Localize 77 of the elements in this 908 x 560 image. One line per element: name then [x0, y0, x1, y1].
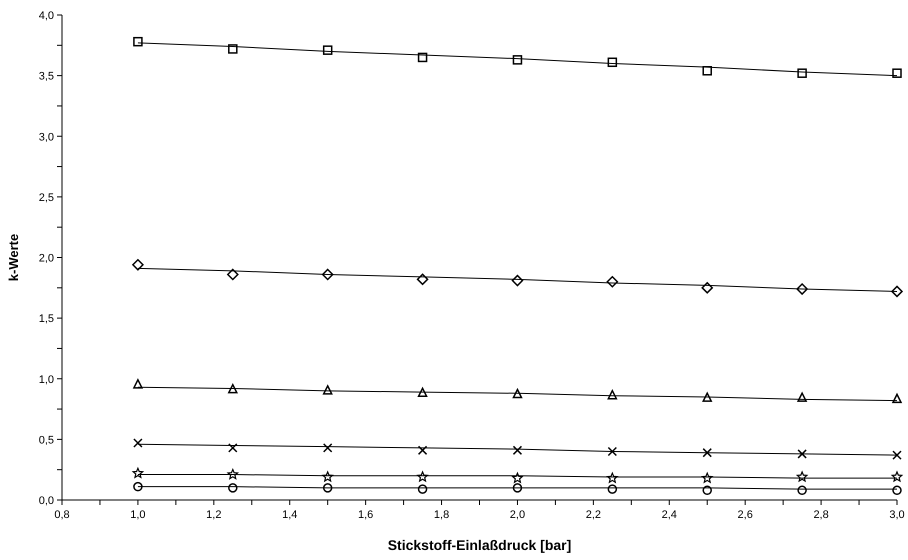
- x-tick-label: 1,8: [434, 509, 450, 521]
- y-tick-label: 3,5: [38, 70, 54, 83]
- point: [892, 68, 902, 78]
- y-tick-label: 0,0: [38, 495, 54, 507]
- point: [702, 392, 712, 402]
- y-tick-label: 4,0: [38, 10, 54, 22]
- point: [702, 472, 713, 483]
- point: [608, 484, 618, 494]
- point: [228, 483, 238, 493]
- point: [418, 52, 428, 62]
- point: [512, 388, 522, 398]
- point: [322, 268, 334, 280]
- x-tick-label: 1,0: [130, 509, 146, 521]
- x-tick-label: 1,2: [206, 509, 222, 521]
- point: [797, 486, 807, 496]
- point: [322, 483, 332, 493]
- point: [892, 486, 902, 496]
- y-tick-label: 2,5: [38, 192, 54, 204]
- point: [796, 283, 808, 295]
- x-tick-label: 2,6: [738, 509, 753, 521]
- point: [133, 36, 143, 46]
- point: [416, 274, 428, 286]
- point: [133, 482, 143, 492]
- point: [512, 483, 522, 493]
- point: [512, 55, 522, 65]
- point: [133, 438, 143, 448]
- x-tick-label: 2,4: [662, 509, 677, 521]
- x-tick-label: 2,8: [813, 509, 829, 521]
- point: [322, 443, 332, 453]
- point: [606, 276, 618, 288]
- point: [512, 472, 523, 483]
- point: [322, 471, 334, 482]
- y-axis-title: k-Werte: [6, 234, 21, 282]
- point: [608, 390, 618, 400]
- y-tick-label: 1,5: [38, 313, 54, 326]
- y-tick-label: 1,0: [38, 374, 54, 386]
- point: [228, 443, 238, 453]
- point: [132, 259, 144, 271]
- point: [228, 44, 238, 54]
- y-tick-label: 2,0: [38, 252, 54, 264]
- x-tick-label: 3,0: [889, 509, 905, 521]
- x-tick-label: 2,2: [586, 509, 602, 521]
- point: [797, 449, 807, 459]
- point: [701, 282, 713, 294]
- point: [227, 268, 239, 280]
- y-tick-label: 3,0: [38, 131, 54, 144]
- point: [892, 394, 902, 404]
- point: [891, 286, 903, 298]
- point: [132, 468, 144, 478]
- x-axis-title: Stickstoff-Einlaßdruck [bar]: [388, 537, 572, 553]
- point: [797, 68, 807, 78]
- point: [702, 448, 712, 458]
- point: [608, 58, 618, 68]
- point: [512, 446, 522, 456]
- x-tick-label: 2,0: [510, 509, 526, 521]
- point: [417, 471, 428, 482]
- point: [512, 274, 524, 286]
- point: [227, 468, 238, 480]
- point: [796, 471, 808, 482]
- point: [702, 486, 712, 496]
- x-tick-label: 1,4: [282, 509, 298, 521]
- x-tick-label: 0,8: [54, 509, 70, 521]
- point: [322, 45, 332, 55]
- point: [133, 379, 143, 389]
- point: [418, 446, 428, 456]
- point: [608, 446, 618, 456]
- point: [892, 471, 902, 482]
- x-tick-label: 1,6: [358, 509, 374, 521]
- point: [892, 450, 902, 460]
- point: [797, 392, 807, 402]
- y-tick-label: 0,5: [38, 434, 54, 446]
- point: [606, 472, 618, 483]
- point: [418, 388, 428, 398]
- point: [418, 484, 428, 494]
- point: [702, 66, 712, 76]
- point: [322, 385, 332, 395]
- point: [228, 384, 238, 394]
